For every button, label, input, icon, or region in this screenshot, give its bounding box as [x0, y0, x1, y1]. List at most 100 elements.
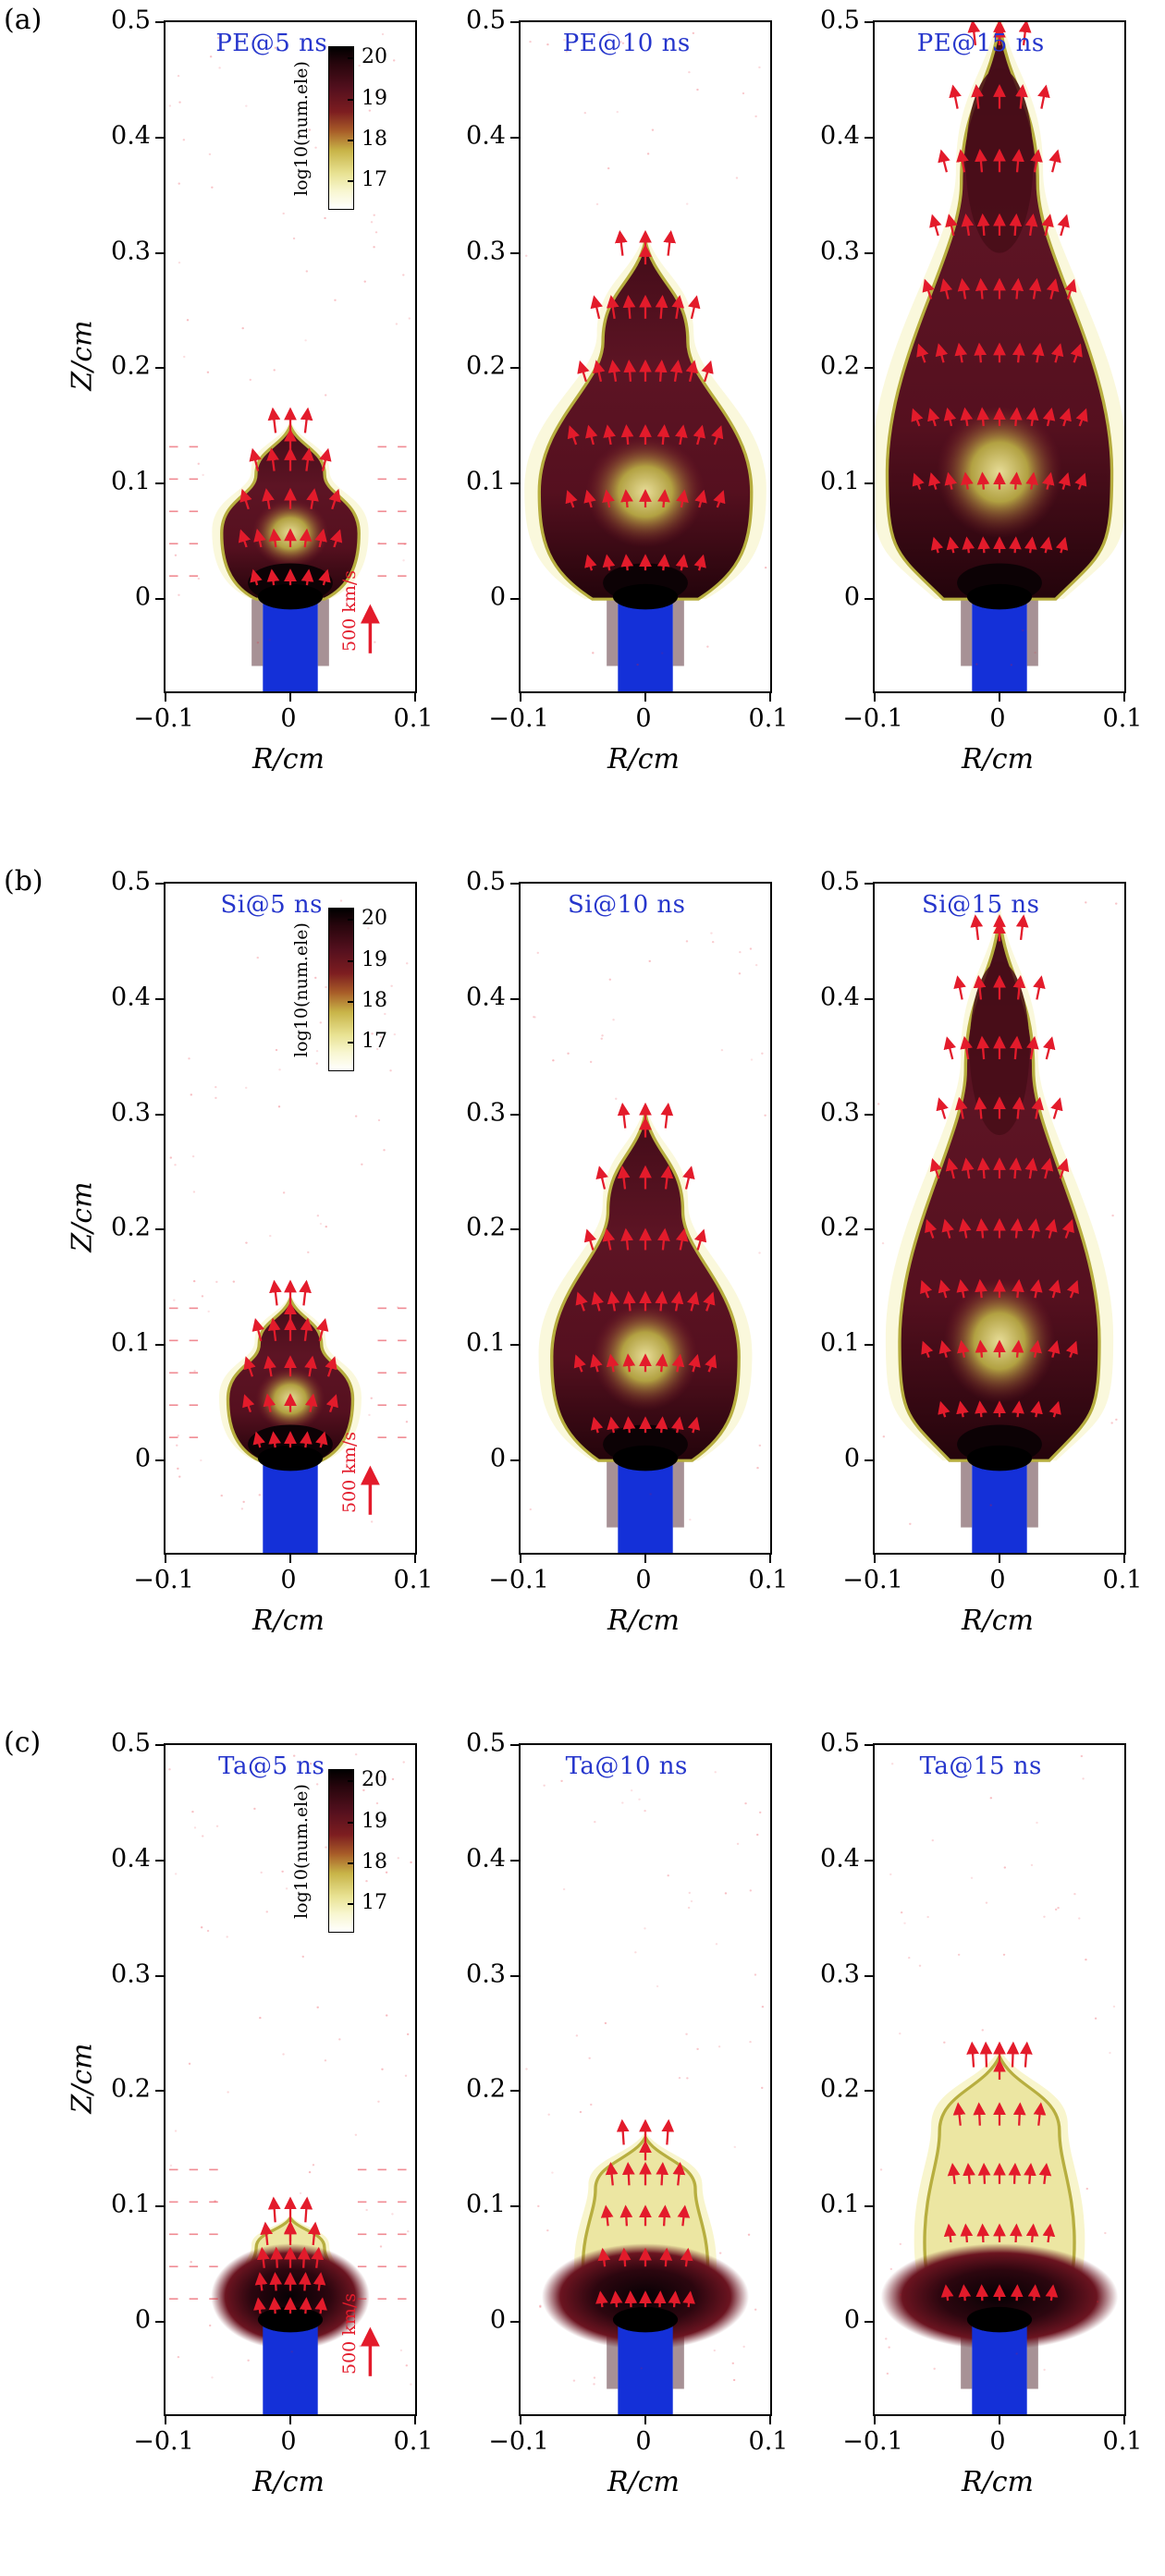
y-tick: [155, 598, 164, 601]
colorbar-tick-label: 19: [362, 947, 387, 971]
x-tick: [999, 693, 1000, 702]
colorbar-label: log10(num.ele): [288, 908, 315, 1071]
y-tick: [155, 1859, 164, 1862]
colorbar-tick-label: 18: [362, 988, 387, 1012]
quiver-arrows: [920, 914, 1079, 1418]
y-tick-label: 0: [489, 582, 506, 612]
y-tick-label: 0: [843, 2305, 860, 2335]
y-tick-label: 0: [489, 1444, 506, 1473]
x-tick-label: 0: [989, 1566, 1006, 1594]
row-panel-label: (b): [4, 865, 43, 897]
colorbar-tick: [348, 98, 354, 101]
noise-speckles: [168, 32, 411, 644]
colorbar-tick-label: 20: [362, 45, 387, 69]
panel-si-5ns: Si@5 ns 20 19 18 17 log10(num.ele) 500 km/s 0.5…: [67, 868, 434, 1638]
x-tick-label: −0.1: [133, 2427, 194, 2456]
density-plot-ta-5ns: [168, 1752, 412, 2414]
x-axis-label: R/cm: [607, 743, 680, 775]
y-tick-label: 0: [489, 2305, 506, 2335]
x-tick: [289, 1555, 291, 1563]
density-plot-ta-15ns: [879, 1754, 1119, 2414]
quiver-arrows: [238, 407, 343, 586]
quiver-arrows: [242, 1279, 338, 1448]
y-tick: [510, 1744, 519, 1746]
x-tick-label: 0: [989, 2427, 1006, 2456]
velocity-scale-text: 500 km/s: [339, 570, 360, 652]
colorbar-tick: [348, 57, 354, 60]
x-axis-label: R/cm: [962, 743, 1034, 775]
colorbar-tick-label: 18: [362, 127, 387, 151]
y-tick-label: 0: [134, 2305, 151, 2335]
y-tick: [865, 2090, 873, 2093]
y-tick-label: 0: [134, 582, 151, 612]
colorbar-label-text: log10(num.ele): [291, 60, 312, 196]
x-tick: [414, 2416, 416, 2424]
velocity-scale-text: 500 km/s: [339, 2293, 360, 2375]
y-tick: [510, 2090, 519, 2093]
plot-area: PE@5 ns 20 19 18 17 log10(num.ele) 500 km/s: [155, 20, 417, 702]
panel-title: Si@5 ns: [220, 891, 324, 919]
y-axis-label: Z/cm: [66, 1743, 99, 2412]
y-tick: [510, 883, 519, 885]
x-tick-label: 0: [280, 704, 297, 733]
x-tick: [874, 1555, 876, 1563]
panel-ta-15ns: Ta@15 ns 0.5 0.4 0.3 0.2 0.1 0 −0.1 0 0.1 R/cm: [820, 1729, 1142, 2499]
colorbar-tick-label: 17: [362, 1891, 387, 1915]
x-tick: [289, 693, 291, 702]
x-tick-label: 0: [635, 1566, 652, 1594]
panel-ta-5ns: Ta@5 ns 20 19 18 17 log10(num.ele) 500 km/s 0.5…: [67, 1729, 434, 2499]
x-tick: [644, 1555, 646, 1563]
x-tick-label: 0.1: [393, 704, 434, 733]
y-tick-label: 0: [843, 1444, 860, 1473]
y-tick-label: 0.3: [111, 1098, 151, 1128]
y-tick-label: 0.5: [466, 1728, 506, 1758]
y-tick: [865, 997, 873, 1000]
rod-ablation-spot: [966, 583, 1033, 610]
quiver-arrows: [253, 2196, 327, 2314]
panel-title: PE@15 ns: [916, 30, 1045, 57]
quiver-arrows: [595, 2118, 695, 2308]
y-tick-label: 0.2: [111, 1213, 151, 1242]
colorbar-tick: [348, 180, 354, 183]
x-tick: [414, 693, 416, 702]
colorbar-tick-label: 20: [362, 907, 387, 931]
colorbar: [328, 908, 354, 1071]
y-tick-label: 0.3: [111, 237, 151, 266]
plot-area: Si@15 ns: [865, 882, 1126, 1563]
plot-area: PE@15 ns: [865, 20, 1126, 702]
panel-title: Si@10 ns: [567, 891, 686, 919]
rod-ablation-spot: [257, 2306, 324, 2333]
colorbar-tick: [348, 919, 354, 922]
x-tick-label: 0.1: [748, 2427, 789, 2456]
x-tick-label: 0.1: [393, 1566, 434, 1594]
y-tick: [155, 2205, 164, 2208]
y-tick: [155, 251, 164, 254]
target-rod: [972, 1460, 1027, 1553]
noise-speckles: [525, 1766, 765, 2386]
x-tick: [520, 2416, 521, 2424]
panel-title: Ta@10 ns: [565, 1752, 688, 1780]
x-tick-label: 0.1: [1102, 2427, 1143, 2456]
x-tick: [769, 693, 771, 702]
x-axis-label: R/cm: [252, 2466, 325, 2498]
y-tick-label: 0.3: [111, 1959, 151, 1989]
density-plot-si-10ns: [529, 896, 766, 1553]
y-tick-label: 0: [843, 582, 860, 612]
panel-title: Ta@5 ns: [218, 1752, 325, 1780]
y-tick-label: 0.4: [111, 983, 151, 1012]
plot-area: Ta@15 ns: [865, 1743, 1126, 2424]
density-plot-si-15ns: [877, 901, 1118, 1553]
colorbar-tick-label: 17: [362, 1030, 387, 1054]
panel-title: Si@15 ns: [921, 891, 1040, 919]
y-tick-label: 0.1: [466, 2190, 506, 2219]
density-plot-si-5ns: [169, 899, 409, 1553]
y-tick: [510, 1228, 519, 1231]
target-rod: [263, 2322, 318, 2414]
x-tick-label: 0: [280, 1566, 297, 1594]
density-plot-pe-15ns: [875, 22, 1124, 691]
density-plot-ta-10ns: [525, 1766, 765, 2414]
target-rod: [618, 1460, 673, 1553]
y-tick-label: 0: [134, 1444, 151, 1473]
x-tick: [520, 693, 521, 702]
x-axis-label: R/cm: [607, 1605, 680, 1637]
